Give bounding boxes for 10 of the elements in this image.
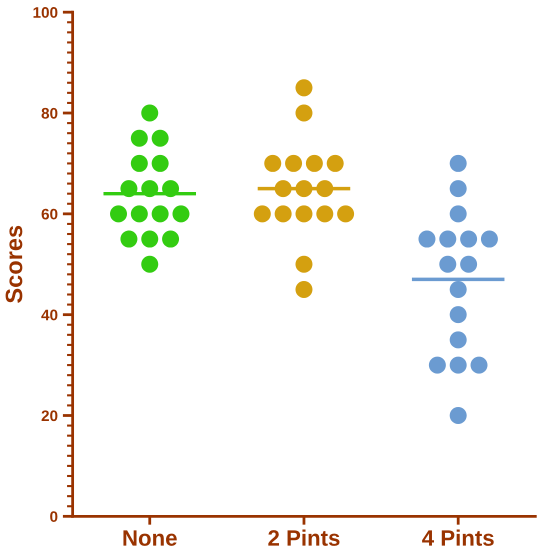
x-tick-label: 4 Pints <box>422 530 494 546</box>
y-tick-label: 20 <box>42 410 58 422</box>
y-axis-title: Scores <box>6 226 22 303</box>
y-tick-label: 80 <box>42 108 58 119</box>
x-tick-label: 2 Pints <box>268 530 340 546</box>
y-tick-label: 40 <box>41 310 58 320</box>
x-tick-label: None <box>123 530 177 546</box>
y-tick-label: 0 <box>50 511 58 522</box>
y-tick-label: 100 <box>34 7 58 18</box>
y-tick-label: 60 <box>42 208 58 220</box>
